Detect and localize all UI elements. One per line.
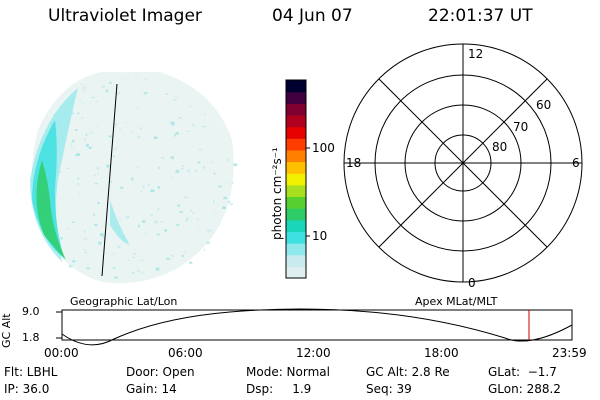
time-label: 22:01:37 UT xyxy=(428,6,533,26)
status-dsp: Dsp: 1.9 xyxy=(246,382,312,396)
colorbar-band xyxy=(286,196,306,209)
status-seq: Seq: 39 xyxy=(366,382,412,396)
colorbar-band xyxy=(286,266,306,279)
status-gain: Gain: 14 xyxy=(126,382,177,396)
time-tick-1800: 18:00 xyxy=(424,346,459,360)
colorbar-band xyxy=(286,243,306,256)
colorbar-band xyxy=(286,126,306,139)
time-tick-1200: 12:00 xyxy=(296,346,331,360)
timeline-apex-title: Apex MLat/MLT xyxy=(415,295,498,308)
lat-label-80: 80 xyxy=(492,140,508,154)
time-tick-2359: 23:59 xyxy=(552,346,587,360)
colorbar-band xyxy=(286,138,306,151)
colorbar-band xyxy=(286,114,306,128)
colorbar-frame xyxy=(285,79,307,279)
colorbar-label-10: 10 xyxy=(312,229,328,243)
status-glat: GLat: −1.7 xyxy=(488,365,557,379)
status-gc-alt: GC Alt: 2.8 Re xyxy=(366,365,450,379)
mlt-label-12: 12 xyxy=(468,47,484,61)
status-door: Door: Open xyxy=(126,365,195,379)
polar-plot xyxy=(343,43,583,283)
colorbar-band xyxy=(286,219,306,233)
status-filter: Flt: LBHL xyxy=(4,365,58,379)
colorbar-band xyxy=(286,184,306,198)
colorbar-band xyxy=(286,231,306,244)
colorbar-band xyxy=(286,208,306,221)
colorbar-band xyxy=(286,254,306,267)
colorbar-band xyxy=(286,173,306,186)
time-tick-0000: 00:00 xyxy=(44,346,79,360)
instrument-title: Ultraviolet Imager xyxy=(48,6,202,26)
lat-label-70: 70 xyxy=(513,120,529,134)
altitude-curve xyxy=(64,308,573,346)
mlt-label-18: 18 xyxy=(346,156,362,170)
earth-image xyxy=(30,72,238,284)
colorbar-band xyxy=(286,103,306,116)
date-label: 04 Jun 07 xyxy=(272,6,353,26)
colorbar-band xyxy=(286,149,306,163)
colorbar-band xyxy=(286,91,306,104)
colorbar-band xyxy=(286,161,306,174)
mlt-label-6: 6 xyxy=(572,156,580,170)
timeline-geographic-title: Geographic Lat/Lon xyxy=(70,295,178,308)
status-mode: Mode: Normal xyxy=(246,365,330,379)
colorbar xyxy=(286,80,306,279)
status-glon: GLon: 288.2 xyxy=(488,382,561,396)
lat-label-60: 60 xyxy=(536,98,552,112)
terminator-line xyxy=(101,83,118,277)
timeline-y-top: 9.0 xyxy=(22,305,40,318)
colorbar-band xyxy=(286,80,306,93)
time-tick-0600: 06:00 xyxy=(168,346,203,360)
status-ip: IP: 36.0 xyxy=(4,382,50,396)
colorbar-label-100: 100 xyxy=(312,141,335,155)
colorbar-unit-label: photon cm⁻²s⁻¹ xyxy=(270,147,284,240)
timeline-axis-title: GC Alt xyxy=(0,313,13,348)
timeline-y-bottom: 1.8 xyxy=(22,331,40,344)
polar-diagonal-2 xyxy=(378,78,548,248)
altitude-timeline xyxy=(56,308,573,346)
mlt-label-0: 0 xyxy=(468,276,476,290)
